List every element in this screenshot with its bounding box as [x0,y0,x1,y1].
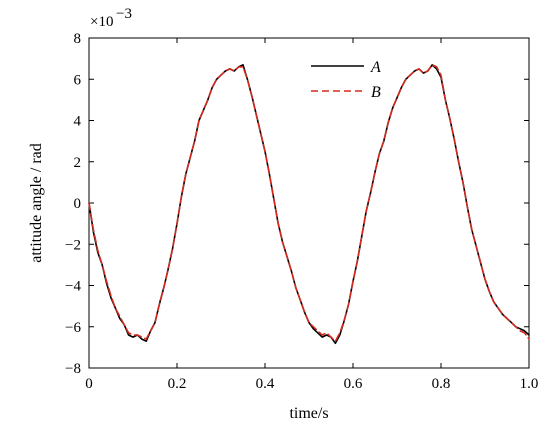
x-axis-label: time/s [289,405,328,422]
x-tick-label: 0.6 [344,376,363,392]
series-layer [88,64,530,345]
legend: A B [311,59,381,101]
x-tick-label: 0.8 [432,376,451,392]
y-axis-label: attitude angle / rad [28,143,45,263]
tick-labels: 0 0.2 0.4 0.6 0.8 1.0 −8 −6 −4 −2 0 2 4 6 8 [65,31,538,392]
y-scale-multiplier: ×10 [90,14,113,30]
x-tick-label: 0.4 [256,376,275,392]
y-tick-label: −8 [65,361,81,377]
y-tick-label: −2 [65,237,81,253]
y-scale-exponent: −3 [116,6,132,22]
y-tick-label: −6 [65,320,81,336]
y-tick-label: −4 [65,279,81,295]
y-tick-label: 8 [74,31,82,47]
x-tick-label: 0.2 [168,376,187,392]
y-tick-label: 2 [74,155,82,171]
x-tick-label: 1.0 [520,376,539,392]
legend-label-a: A [370,59,381,76]
axis-ticks [88,37,530,369]
x-tick-label: 0 [85,376,93,392]
legend-label-b: B [371,84,381,101]
y-tick-label: 6 [74,72,82,88]
plot-area [88,37,530,369]
y-tick-label: 4 [74,114,82,130]
y-tick-label: 0 [74,196,82,212]
series-line-b [88,64,530,343]
